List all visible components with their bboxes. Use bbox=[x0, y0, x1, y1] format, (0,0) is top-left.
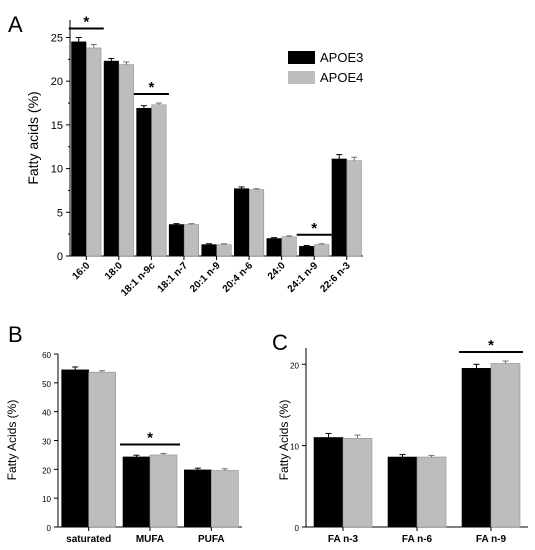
panel-b-significance-star: * bbox=[147, 429, 153, 446]
panel-b-x-tick-label: MUFA bbox=[136, 534, 164, 545]
panel-c-x-tick-label: FA n-6 bbox=[402, 534, 433, 545]
panel-c-bar-apoe3 bbox=[387, 456, 418, 528]
panel-a-x-tick-label: 24:1 n-9 bbox=[286, 260, 321, 295]
panel-b-y-tick-label: 0 bbox=[47, 524, 52, 533]
panel-c-y-tick-label: 20 bbox=[290, 361, 299, 370]
panel-b-bar-apoe3 bbox=[61, 369, 89, 528]
panel-b-bar-apoe4 bbox=[149, 454, 178, 528]
legend-label-apoe3: APOE3 bbox=[320, 50, 363, 65]
panel-b-bar-apoe3 bbox=[184, 469, 212, 528]
legend-swatch-apoe4 bbox=[288, 71, 315, 84]
panel-a-y-tick-label: 15 bbox=[51, 120, 63, 132]
panel-b-y-axis-label: Fatty Acids (%) bbox=[5, 400, 19, 481]
panel-a-bar-apoe3 bbox=[201, 244, 217, 257]
panel-a-x-tick-label: 18:1 n-7 bbox=[156, 260, 191, 295]
panel-a-x-tick-label: 24:0 bbox=[266, 260, 288, 282]
panel-a-bar-apoe4 bbox=[216, 244, 232, 257]
panel-a-bar-apoe3 bbox=[136, 107, 152, 257]
panel-c-letter: C bbox=[272, 330, 288, 355]
panel-b-bar-apoe4 bbox=[211, 470, 239, 528]
panel-a-bar-apoe4 bbox=[281, 236, 297, 257]
panel-a-significance-star: * bbox=[83, 13, 89, 30]
panel-b-y-tick-label: 30 bbox=[42, 438, 51, 447]
legend-label-apoe4: APOE4 bbox=[320, 70, 363, 85]
panel-b-x-tick-label: PUFA bbox=[198, 534, 225, 545]
panel-a-bar-apoe3 bbox=[299, 246, 315, 257]
panel-a-y-tick-label: 20 bbox=[51, 76, 63, 88]
panel-a-bar-apoe4 bbox=[314, 244, 330, 257]
panel-c-bar-apoe3 bbox=[461, 368, 492, 528]
panel-a-x-tick-label: 22:6 n-3 bbox=[318, 260, 353, 295]
panel-a-bar-apoe4 bbox=[151, 104, 167, 257]
panel-a-bar-apoe3 bbox=[168, 224, 184, 257]
panel-b-y-tick-label: 20 bbox=[42, 466, 51, 475]
panel-a-letter: A bbox=[8, 12, 23, 37]
panel-c-y-tick-label: 0 bbox=[295, 524, 300, 533]
panel-c-bar-apoe3 bbox=[313, 437, 344, 528]
panel-c-bar-apoe4 bbox=[490, 363, 521, 528]
panel-a-bar-apoe4 bbox=[86, 47, 102, 257]
panel-a-bar-apoe4 bbox=[118, 64, 134, 257]
panel-b-x-tick-label: saturated bbox=[66, 534, 111, 545]
panel-c-bar-apoe4 bbox=[342, 438, 373, 528]
panel-c-bar-apoe4 bbox=[416, 456, 447, 528]
panel-a-bar-apoe3 bbox=[103, 60, 119, 257]
panel-c-x-tick-label: FA n-9 bbox=[476, 534, 507, 545]
panel-a-x-tick-label: 20:4 n-6 bbox=[221, 260, 256, 295]
panel-b-letter: B bbox=[8, 322, 23, 347]
panel-b-y-tick-label: 60 bbox=[42, 351, 51, 360]
panel-c-x-tick-label: FA n-3 bbox=[328, 534, 359, 545]
panel-b-y-tick-label: 10 bbox=[42, 495, 51, 504]
panel-c-y-tick-label: 10 bbox=[290, 443, 299, 452]
panel-a-x-tick-label: 16:0 bbox=[70, 260, 92, 282]
panel-a-bar-apoe3 bbox=[331, 158, 347, 257]
panel-b-bar-apoe4 bbox=[88, 371, 116, 528]
panel-a-y-tick-label: 0 bbox=[57, 251, 63, 263]
panel-a-bar-apoe4 bbox=[249, 189, 265, 257]
panel-a-significance-star: * bbox=[311, 220, 317, 237]
panel-b-y-tick-label: 50 bbox=[42, 380, 51, 389]
panel-a-bar-apoe3 bbox=[234, 188, 250, 257]
panel-a-bar-apoe3 bbox=[71, 41, 87, 257]
panel-a-x-tick-label: 18:0 bbox=[103, 260, 125, 282]
panel-a-bar-apoe3 bbox=[266, 238, 282, 257]
panel-a-x-tick-label: 20:1 n-9 bbox=[188, 260, 223, 295]
panel-c-y-axis-label: Fatty Acids (%) bbox=[277, 400, 291, 481]
panel-b-bar-apoe3 bbox=[122, 456, 151, 528]
panel-a-y-tick-label: 25 bbox=[51, 32, 63, 44]
panel-b-y-tick-label: 40 bbox=[42, 409, 51, 418]
panel-a-bar-apoe4 bbox=[183, 224, 199, 257]
panel-a-x-tick-label: 18:1 n-9c bbox=[119, 260, 158, 299]
legend-swatch-apoe3 bbox=[288, 51, 315, 64]
panel-a-y-axis-label: Fatty acids (%) bbox=[25, 91, 41, 184]
panel-a-y-tick-label: 10 bbox=[51, 164, 63, 176]
panel-a-bar-apoe4 bbox=[346, 160, 362, 257]
panel-a-significance-star: * bbox=[148, 79, 154, 96]
panel-c-significance-star: * bbox=[488, 337, 494, 354]
panel-a-y-tick-label: 5 bbox=[57, 207, 63, 219]
